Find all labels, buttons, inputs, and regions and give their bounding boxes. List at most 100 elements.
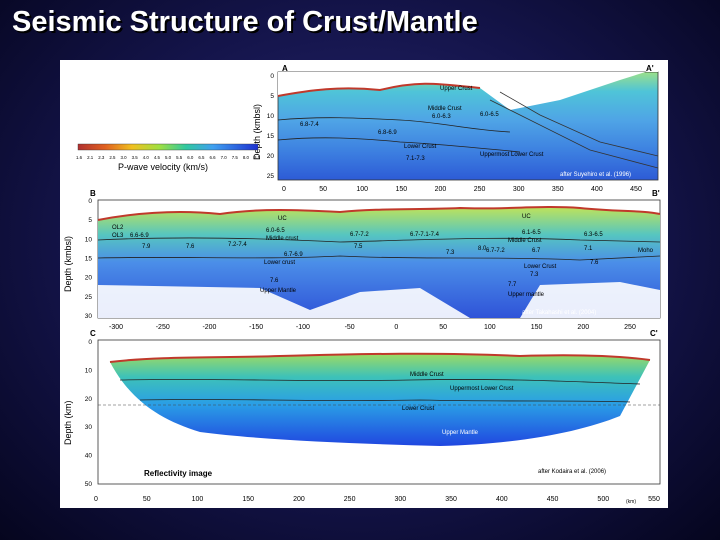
y-tick-label: 0 [88, 198, 92, 205]
y-tick-label: 25 [85, 294, 93, 301]
panel-a-layer-line [277, 137, 521, 153]
y-tick-label: 50 [85, 481, 93, 488]
x-tick-label: 450 [630, 186, 642, 193]
panel-a-sea [278, 68, 658, 110]
colorbar-tick-label: 6.6 [209, 155, 216, 160]
x-tick-label: 250 [474, 186, 486, 193]
x-tick-label: 350 [552, 186, 564, 193]
colorbar-label: P-wave velocity (km/s) [118, 162, 208, 172]
layer-label: Uppermost Lower Crust [450, 386, 514, 392]
panel-c-layer-line [119, 379, 641, 385]
layer-label: 6.7 [532, 248, 541, 254]
layer-label: 7.3 [530, 272, 539, 278]
x-tick-label: 150 [531, 324, 543, 331]
y-tick-label: 0 [88, 339, 92, 346]
x-tick-label: 150 [242, 496, 254, 503]
y-tick-label: 20 [85, 396, 93, 403]
y-tick-label: 25 [267, 173, 275, 180]
panel-c-velocity-body [110, 353, 650, 446]
panel-a-slab-line [499, 91, 659, 157]
panel-b-credit: after Takahashi et al. (2004) [522, 310, 596, 316]
layer-label: Middle Crust [508, 238, 542, 244]
layer-label: Lower Crust [404, 144, 437, 150]
layer-label: 6.8-7.4 [300, 122, 319, 128]
colorbar-tick-label: 2.1 [87, 155, 94, 160]
layer-label: UC [278, 216, 287, 222]
panel-b-ylabel: Depth (kmbsl) [63, 236, 73, 292]
panel-a-sediment-line [277, 82, 481, 97]
x-tick-label: 0 [94, 496, 98, 503]
layer-label: 6.0-6.5 [480, 112, 499, 118]
y-tick-label: 20 [267, 153, 275, 160]
y-tick-label: 30 [85, 313, 93, 320]
layer-label: 6.6-6.9 [130, 233, 149, 239]
panel-b-layer-line [97, 237, 661, 243]
panel-c-credit: after Kodaira et al. (2006) [538, 469, 606, 475]
y-tick-label: 15 [85, 256, 93, 263]
x-tick-label: 300 [513, 186, 525, 193]
layer-label: 6.0-6.5 [266, 228, 285, 234]
y-tick-label: 10 [85, 367, 93, 374]
panel-b-unresolved-zone [98, 282, 660, 318]
panel-c-layer-labels: Middle Crust Uppermost Lower Crust Lower C… [402, 372, 514, 436]
y-tick-label: 10 [85, 236, 93, 243]
layer-label: 7.3 [446, 250, 455, 256]
panel-c-sediment-line [109, 352, 651, 363]
panel-b: B B' Depth (kmbsl) after Takahashi et al… [63, 189, 661, 331]
panel-c-label-right: C' [650, 329, 658, 338]
panel-b-moho-line [97, 255, 661, 261]
x-tick-label: 250 [344, 496, 356, 503]
layer-label: Upper Mantle [442, 430, 479, 436]
layer-label: Moho [638, 248, 654, 254]
velocity-colorbar: 1.6 2.1 2.3 2.5 3.0 3.5 4.0 4.5 5.0 5.5 6.0 6.5 6.6 7… [76, 143, 261, 172]
layer-label: 7.1 [584, 246, 593, 252]
seismic-figure-svg: A A' Depth (kmbsl) after Suyehiro et al.… [63, 64, 661, 505]
layer-label: 6.3-6.5 [584, 232, 603, 238]
colorbar-tick-label: 8.5 [254, 155, 261, 160]
panel-b-label-right: B' [652, 189, 660, 198]
y-tick-label: 40 [85, 453, 93, 460]
x-tick-label: -300 [109, 324, 123, 331]
panel-a-layer-labels: Upper Crust Middle Crust 6.0-6.3 6.8-7.4 6.8… [300, 86, 544, 162]
panel-a-label-right: A' [646, 64, 654, 73]
x-tick-label: -150 [249, 324, 263, 331]
layer-label: Middle Crust [428, 106, 462, 112]
layer-label: Middle crust [266, 236, 299, 242]
x-tick-label: 500 [597, 496, 609, 503]
colorbar-tick-label: 1.6 [76, 155, 83, 160]
x-tick-label: 50 [143, 496, 151, 503]
x-tick-label: -250 [156, 324, 170, 331]
panel-b-label-left: B [90, 189, 96, 198]
panel-b-sediment-line [97, 206, 661, 221]
y-tick-label: 30 [85, 424, 93, 431]
x-tick-label: -50 [345, 324, 355, 331]
x-tick-label: 400 [496, 496, 508, 503]
layer-label: Middle Crust [410, 372, 444, 378]
x-tick-label: 300 [395, 496, 407, 503]
panel-a-ylabel: Depth (kmbsl) [252, 104, 262, 160]
colorbar-tick-label: 5.0 [165, 155, 172, 160]
x-tick-label: 200 [293, 496, 305, 503]
layer-label: OL2 [112, 225, 124, 231]
colorbar-tick-label: 4.0 [143, 155, 150, 160]
layer-label: 7.1-7.3 [406, 156, 425, 162]
y-tick-label: 0 [270, 73, 274, 80]
colorbar-tick-label: 6.5 [198, 155, 205, 160]
y-tick-label: 5 [270, 93, 274, 100]
colorbar-gradient [77, 143, 259, 151]
colorbar-tick-label: 6.0 [187, 155, 194, 160]
layer-label: 8.0 [478, 246, 487, 252]
layer-label: 7.6 [270, 278, 279, 284]
layer-label: UC [522, 214, 531, 220]
layer-label: 7.7 [508, 282, 517, 288]
slide-title: Seismic Structure of Crust/Mantle [12, 6, 478, 38]
colorbar-tick-label: 2.5 [109, 155, 116, 160]
panel-c-yticks: 0 10 20 30 40 50 [85, 339, 93, 488]
layer-label: Lower Crust [402, 406, 435, 412]
layer-label: 7.6 [186, 244, 195, 250]
colorbar-ticks: 1.6 2.1 2.3 2.5 3.0 3.5 4.0 4.5 5.0 5.5 6.0 6.5 6.6 7… [76, 155, 261, 160]
colorbar-tick-label: 3.5 [132, 155, 139, 160]
x-tick-label: 50 [319, 186, 327, 193]
x-tick-label: 550 [648, 496, 660, 503]
layer-label: 6.1-6.5 [522, 230, 541, 236]
